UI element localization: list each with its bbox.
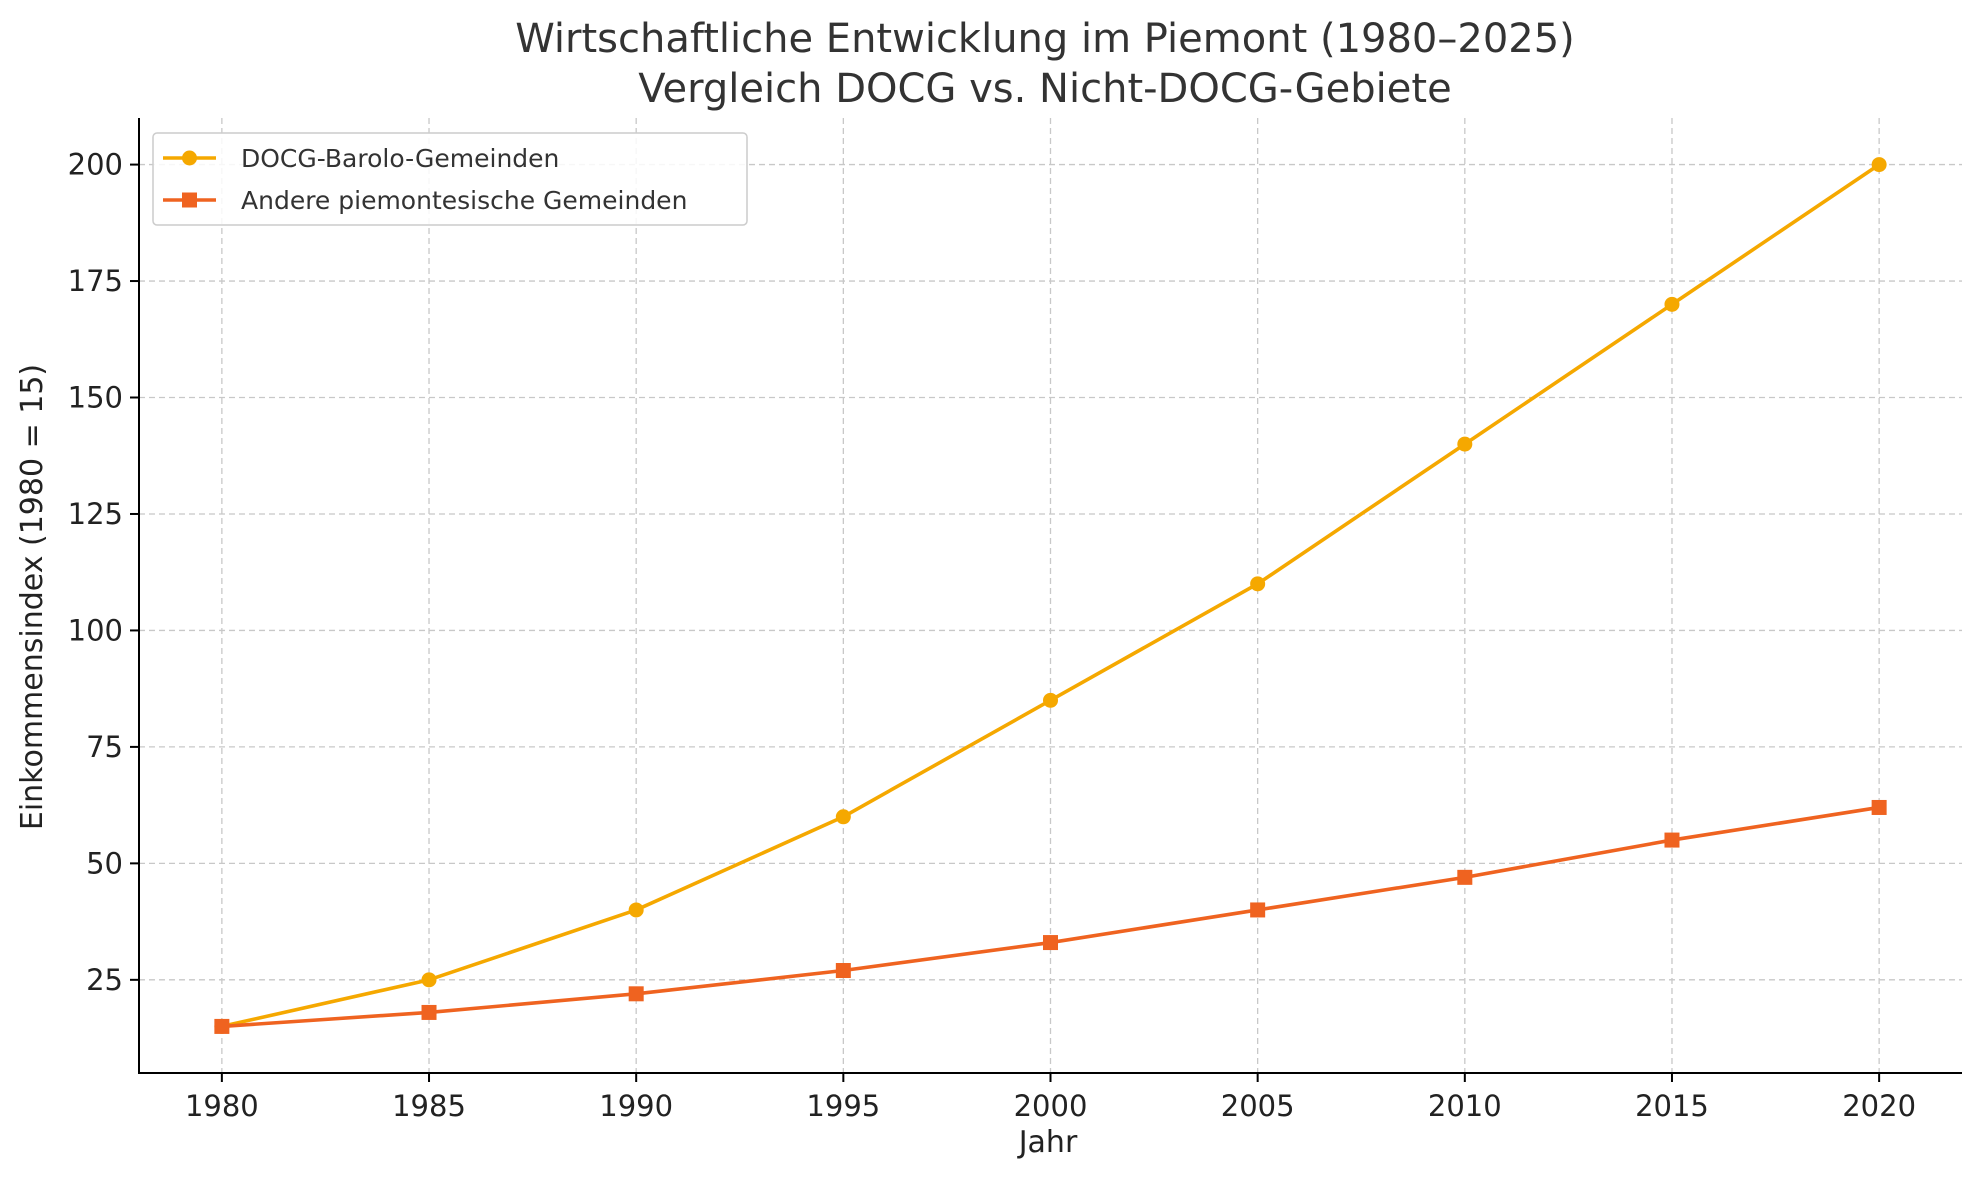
y-tick-label-125: 125 <box>68 497 123 531</box>
y-tick-label-50: 50 <box>86 846 123 880</box>
data-point-2-1990 <box>628 986 644 1002</box>
data-point-2-2010 <box>1457 869 1473 885</box>
y-tick-label-100: 100 <box>68 613 123 647</box>
tick-labels: 1980 1985 1990 1995 2000 2005 2010 2015 2020 25 50… <box>68 148 1916 1123</box>
chart-subtitle: Vergleich DOCG vs. Nicht-DOCG-Gebiete <box>638 66 1451 112</box>
y-tick-label-200: 200 <box>68 148 123 182</box>
data-point-1-1995 <box>835 809 851 825</box>
x-tick-label-1985: 1985 <box>392 1089 466 1123</box>
data-point-1-1990 <box>628 902 644 918</box>
data-point-2-2005 <box>1250 902 1266 918</box>
legend-label-2: Andere piemontesische Gemeinden <box>241 186 687 215</box>
data-point-1-2015 <box>1664 296 1680 312</box>
y-tick-label-150: 150 <box>68 381 123 415</box>
x-tick-label-2010: 2010 <box>1428 1089 1502 1123</box>
data-point-1-2020 <box>1871 157 1887 173</box>
series-2 <box>214 799 1887 1034</box>
data-point-2-1995 <box>835 963 851 979</box>
legend-entry-2: Andere piemontesische Gemeinden <box>163 186 687 215</box>
x-tick-label-1980: 1980 <box>185 1089 259 1123</box>
legend-entry-1: DOCG-Barolo-Gemeinden <box>163 144 559 173</box>
x-tick-label-1995: 1995 <box>806 1089 880 1123</box>
x-tick-label-2005: 2005 <box>1221 1089 1295 1123</box>
data-point-2-2015 <box>1664 832 1680 848</box>
chart-title: Wirtschaftliche Entwicklung im Piemont (… <box>515 16 1575 62</box>
x-axis-label: Jahr <box>1017 1125 1078 1160</box>
data-point-2-2020 <box>1871 799 1887 815</box>
data-point-1-2005 <box>1250 576 1266 592</box>
data-point-2-1985 <box>421 1004 437 1020</box>
legend-marker-1 <box>182 150 197 166</box>
data-point-2-2000 <box>1043 935 1058 951</box>
data-point-1-1985 <box>421 972 437 988</box>
x-tick-label-2000: 2000 <box>1014 1089 1088 1123</box>
legend: DOCG-Barolo-Gemeinden Andere piemontesisc… <box>152 132 748 226</box>
legend-box <box>152 132 748 226</box>
x-tick-label-2015: 2015 <box>1635 1089 1709 1123</box>
y-tick-label-25: 25 <box>86 963 123 997</box>
x-tick-label-2020: 2020 <box>1842 1089 1916 1123</box>
legend-marker-2 <box>182 192 197 208</box>
data-point-1-2000 <box>1043 692 1058 708</box>
data-point-2-1980 <box>214 1018 230 1034</box>
grid-lines <box>139 118 1962 1073</box>
y-tick-label-175: 175 <box>68 264 123 298</box>
legend-label-1: DOCG-Barolo-Gemeinden <box>241 144 559 173</box>
series-lines <box>214 157 1887 1034</box>
x-tick-label-1990: 1990 <box>599 1089 673 1123</box>
y-tick-label-75: 75 <box>86 730 123 764</box>
data-point-1-2010 <box>1457 436 1473 452</box>
y-axis-label: Einkommensindex (1980 = 15) <box>15 364 50 830</box>
